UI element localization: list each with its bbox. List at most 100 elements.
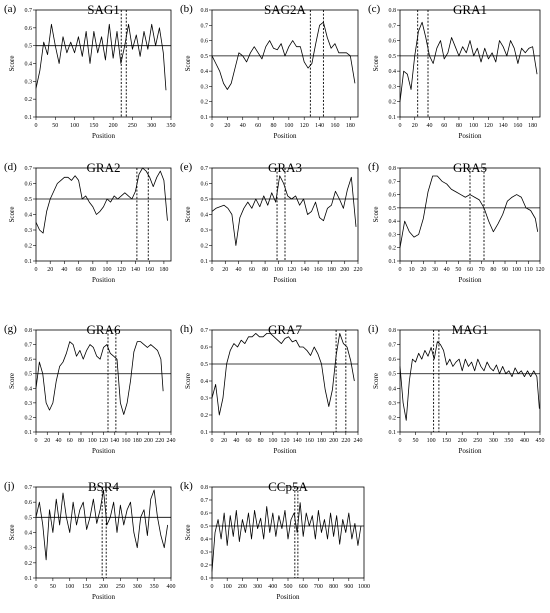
y-axis-label: Score xyxy=(372,207,380,223)
x-tick-label: 140 xyxy=(110,438,119,444)
y-tick-label: 0.6 xyxy=(389,357,397,363)
chart-title: GRA1 xyxy=(453,2,487,17)
chart-title: GRA3 xyxy=(268,160,302,175)
y-tick-label: 0.1 xyxy=(389,115,397,121)
x-tick-label: 150 xyxy=(89,123,98,129)
x-tick-label: 20 xyxy=(221,438,227,444)
x-tick-label: 0 xyxy=(35,584,38,590)
y-tick-label: 0.7 xyxy=(389,343,397,349)
score-series-line xyxy=(399,341,540,421)
score-series-line xyxy=(35,23,167,91)
score-series-line xyxy=(35,341,164,415)
x-tick-label: 60 xyxy=(441,123,447,129)
x-tick-label: 40 xyxy=(426,123,432,129)
x-tick-label: 0 xyxy=(399,438,402,444)
x-tick-label: 100 xyxy=(103,267,112,273)
y-tick-label: 0.6 xyxy=(25,26,33,32)
panel-label: (f) xyxy=(368,161,379,173)
x-tick-label: 80 xyxy=(262,267,268,273)
x-tick-label: 200 xyxy=(329,438,338,444)
x-tick-label: 180 xyxy=(327,267,336,273)
x-tick-label: 180 xyxy=(133,438,142,444)
x-tick-label: 0 xyxy=(399,123,402,129)
y-axis-label: Score xyxy=(8,56,16,72)
y-tick-label: 0.7 xyxy=(25,485,33,491)
y-tick-label: 0.3 xyxy=(389,84,397,90)
chart-title: MAG1 xyxy=(452,322,489,337)
plot-frame xyxy=(211,9,359,118)
score-series-line xyxy=(35,167,168,234)
y-tick-label: 0.4 xyxy=(25,213,33,219)
y-axis-label: Score xyxy=(372,373,380,389)
panel-label: (i) xyxy=(368,323,379,335)
chart-title: GRA2 xyxy=(87,160,121,175)
x-tick-label: 40 xyxy=(236,267,242,273)
y-tick-label: 0.2 xyxy=(25,415,33,421)
x-tick-label: 80 xyxy=(490,267,496,273)
y-tick-label: 0.5 xyxy=(201,362,209,368)
x-axis-label: Position xyxy=(92,132,115,140)
score-series-line xyxy=(211,21,356,90)
y-tick-label: 0.3 xyxy=(201,396,209,402)
x-tick-label: 220 xyxy=(155,438,164,444)
plot-frame xyxy=(399,9,541,118)
y-tick-label: 0.1 xyxy=(389,259,397,265)
y-axis-label: Score xyxy=(8,207,16,223)
x-tick-label: 140 xyxy=(499,123,508,129)
panel-label: (d) xyxy=(4,161,17,173)
x-tick-label: 100 xyxy=(274,267,283,273)
y-tick-label: 0.2 xyxy=(25,244,33,250)
chart-panel: 0.1 0.2 0.3 0.4 0.5 0.6 0.7 0.8 0 20 40 60 80 100 120 1… xyxy=(180,2,359,140)
y-tick-label: 0.3 xyxy=(201,84,209,90)
x-tick-label: 220 xyxy=(341,438,350,444)
x-tick-label: 60 xyxy=(67,438,73,444)
x-tick-label: 350 xyxy=(167,123,176,129)
x-tick-label: 350 xyxy=(150,584,159,590)
x-tick-label: 100 xyxy=(223,584,232,590)
x-tick-label: 160 xyxy=(122,438,131,444)
x-axis-label: Position xyxy=(274,276,297,284)
x-tick-label: 20 xyxy=(412,123,418,129)
y-tick-label: 0.8 xyxy=(389,8,397,14)
y-tick-label: 0.1 xyxy=(389,430,397,436)
y-tick-label: 0.5 xyxy=(389,206,397,212)
y-tick-label: 0.7 xyxy=(389,179,397,185)
y-tick-label: 0.1 xyxy=(201,576,209,582)
chart-panel: 0.10.20.30.40.50.60.70 20 40 60 80 100 120 140 1… xyxy=(4,160,172,284)
chart-title: BSR4 xyxy=(88,479,120,494)
y-tick-label: 0.2 xyxy=(25,97,33,103)
y-tick-label: 0.6 xyxy=(389,39,397,45)
x-axis-label: Position xyxy=(274,447,297,455)
x-tick-label: 200 xyxy=(144,438,153,444)
y-tick-label: 0.5 xyxy=(389,54,397,60)
x-tick-label: 160 xyxy=(513,123,522,129)
y-tick-label: 0.1 xyxy=(201,259,209,265)
score-series-line xyxy=(35,489,169,561)
x-tick-label: 160 xyxy=(330,123,339,129)
x-tick-label: 180 xyxy=(528,123,537,129)
x-axis-label: Position xyxy=(459,447,482,455)
y-tick-label: 0.7 xyxy=(25,166,33,172)
y-tick-label: 0.5 xyxy=(25,197,33,203)
chart-panel: 0.1 0.2 0.3 0.4 0.5 0.6 0.7 0.8 0 50 100 150 200 250 3… xyxy=(368,322,545,455)
x-tick-label: 80 xyxy=(270,123,276,129)
x-tick-label: 120 xyxy=(117,267,126,273)
y-tick-label: 0.5 xyxy=(25,44,33,50)
x-tick-label: 40 xyxy=(56,438,62,444)
y-tick-label: 0.6 xyxy=(201,182,209,188)
x-tick-label: 80 xyxy=(78,438,84,444)
x-tick-label: 20 xyxy=(44,438,50,444)
score-series-line xyxy=(211,175,357,246)
y-axis-label: Score xyxy=(184,373,192,389)
x-tick-label: 300 xyxy=(489,438,498,444)
x-tick-label: 90 xyxy=(502,267,508,273)
y-tick-label: 0.4 xyxy=(389,69,397,75)
y-axis-label: Score xyxy=(372,56,380,72)
chart-panel: 0.1 0.2 0.3 0.4 0.5 0.6 0.7 0.8 0 100 200 300 400 500… xyxy=(180,479,370,601)
y-tick-label: 0.5 xyxy=(25,372,33,378)
x-tick-label: 150 xyxy=(442,438,451,444)
chart-panel: 0.10.20.30.40.50.60.70 20 40 60 80 100 120 140 1… xyxy=(180,322,363,455)
x-tick-label: 120 xyxy=(300,123,309,129)
x-tick-label: 100 xyxy=(65,584,74,590)
y-tick-label: 0.6 xyxy=(201,511,209,517)
